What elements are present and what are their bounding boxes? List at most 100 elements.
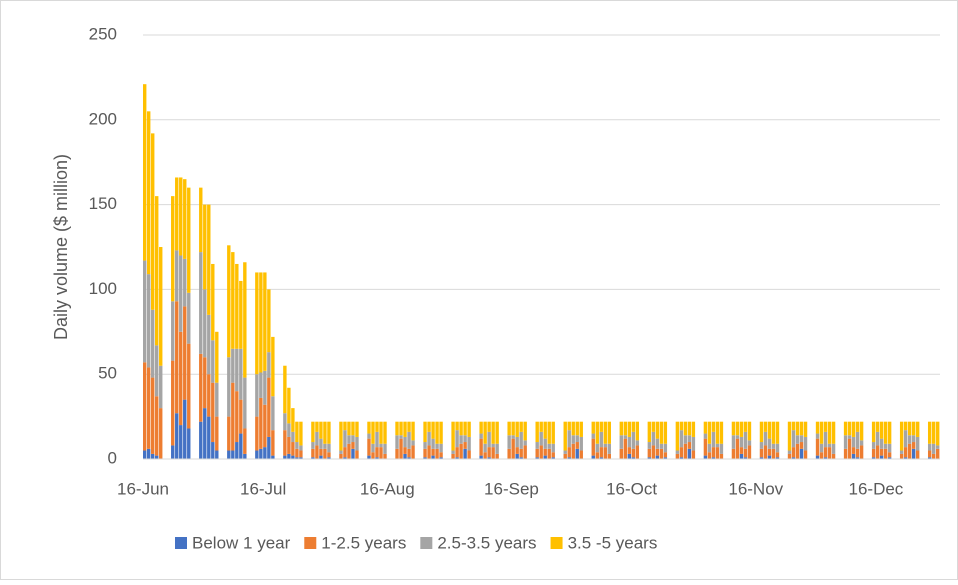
bar-segment [263, 370, 267, 405]
bar-segment [827, 421, 832, 444]
bar-segment [775, 452, 780, 458]
bar-segment [843, 435, 848, 449]
bar-segment [459, 435, 463, 444]
bar-segment [763, 445, 768, 459]
bar-segment [171, 360, 175, 446]
bar-segment [915, 436, 920, 451]
bar-segment [299, 445, 303, 451]
bar-segment [815, 438, 820, 456]
bar-segment [511, 438, 515, 459]
bar-segment [551, 443, 555, 453]
bar-segment [183, 179, 187, 259]
bar-segment [791, 430, 796, 448]
bar-segment [379, 443, 383, 448]
bar-segment [647, 457, 652, 459]
bar-segment [479, 433, 483, 439]
bar-segment [687, 448, 692, 459]
bar-segment [815, 433, 820, 439]
bar-segment [295, 442, 299, 449]
bar-segment [227, 416, 231, 451]
bar-segment [315, 421, 319, 432]
bar-segment [519, 457, 523, 459]
legend-swatch [420, 537, 433, 549]
bar-segment [711, 457, 716, 459]
bar-segment [687, 421, 692, 436]
bar-segment [235, 442, 239, 459]
bar-segment [451, 450, 455, 454]
bar-segment [291, 442, 295, 456]
bar-segment [227, 357, 231, 417]
bar-segment [759, 421, 764, 443]
bar-segment [899, 450, 904, 454]
bar-segment [831, 443, 836, 454]
bar-segment [431, 421, 435, 439]
x-tick-label: 16-Jul [240, 479, 286, 498]
bar-segment [707, 421, 712, 444]
bar-segment [627, 453, 632, 459]
bar-segment [847, 435, 852, 439]
bar-segment [651, 445, 656, 459]
bar-segment [599, 421, 603, 432]
bar-segment [831, 421, 836, 444]
bar-segment [899, 453, 904, 459]
bar-segment [467, 421, 471, 437]
bar-segment [535, 448, 539, 458]
bar-segment [383, 421, 387, 444]
bar-segment [759, 448, 764, 458]
bar-segment [155, 196, 159, 346]
bar-segment [551, 421, 555, 444]
bar-segment [911, 421, 916, 436]
bar-segment [591, 433, 595, 439]
bar-segment [631, 448, 636, 458]
bar-segment [911, 448, 916, 459]
bar-segment [899, 421, 904, 451]
bar-segment [935, 421, 940, 446]
bar-segment [427, 431, 431, 446]
bar-segment [171, 196, 175, 302]
bar-segment [259, 397, 263, 449]
bar-segment [767, 448, 772, 456]
bar-segment [287, 387, 291, 424]
bar-segment [283, 430, 287, 456]
bar-segment [747, 440, 752, 446]
bar-segment [515, 447, 519, 454]
bar-segment [243, 428, 247, 454]
bar-segment [399, 435, 403, 439]
bar-segment [759, 457, 764, 459]
bar-segment [239, 433, 243, 459]
bar-segment [675, 450, 680, 454]
bar-segment [595, 452, 599, 459]
bar-segment [903, 457, 908, 459]
bar-segment [879, 455, 884, 459]
bar-segment [203, 408, 207, 459]
bar-segment [207, 204, 211, 315]
bar-segment [463, 442, 467, 449]
bar-segment [631, 421, 636, 432]
bar-segment [855, 431, 860, 449]
bar-segment [571, 435, 575, 444]
bar-segment [871, 457, 876, 459]
bar-segment [795, 421, 800, 436]
bar-segment [455, 457, 459, 459]
bar-segment [315, 431, 319, 446]
bar-segment [535, 421, 539, 443]
bar-segment [239, 348, 243, 400]
x-tick-label: 16-Oct [606, 479, 657, 498]
bar-segment [187, 343, 191, 429]
bar-segment [775, 457, 780, 459]
bar-segment [519, 421, 523, 432]
bar-segment [155, 455, 159, 459]
bar-segment [295, 448, 299, 458]
bar-segment [451, 421, 455, 451]
bar-segment [707, 452, 712, 459]
bar-segment [243, 262, 247, 378]
bar-segment [411, 440, 415, 446]
bar-segment [491, 421, 495, 444]
bar-segment [687, 435, 692, 443]
bar-segment [395, 448, 399, 459]
bar-segment [859, 445, 864, 459]
bar-segment [487, 421, 491, 432]
bar-segment [227, 245, 231, 358]
bar-segment [283, 413, 287, 431]
bar-segment [915, 450, 920, 459]
